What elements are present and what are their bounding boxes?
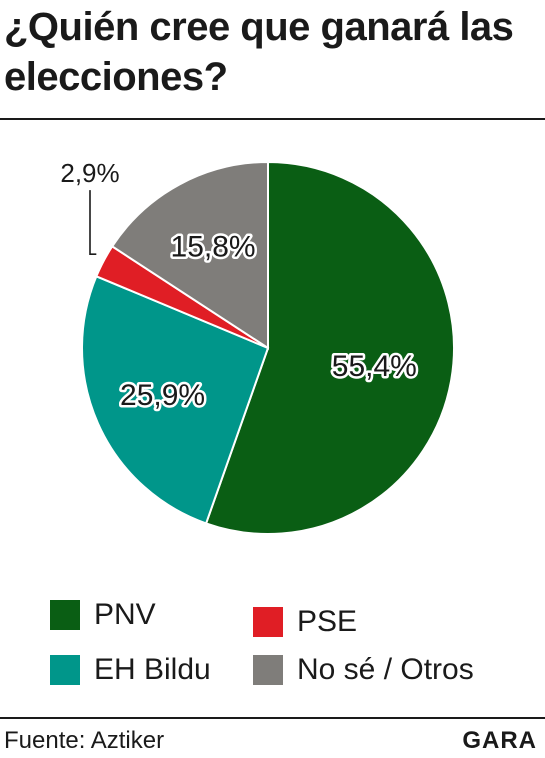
brand-logo-text: GARA <box>462 727 537 754</box>
data-label-no-se-otros: 15,8% <box>171 231 256 264</box>
source-note: Fuente: Aztiker <box>4 727 165 754</box>
legend-label-eh-bildu: EH Bildu <box>94 653 211 686</box>
data-label-eh-bildu: 25,9% <box>120 379 205 412</box>
pie-slice-eh-bildu <box>81 274 270 525</box>
legend-swatch-pse <box>253 607 283 637</box>
leader-line-pse <box>89 190 97 255</box>
legend-label-no-se-otros: No sé / Otros <box>297 653 474 686</box>
pie-slice-no-se-otros <box>110 160 269 350</box>
legend-swatch-pnv <box>50 600 80 630</box>
legend-swatch-eh-bildu <box>50 655 80 685</box>
legend-swatch-no-se-otros <box>253 655 283 685</box>
pie-chart: 55,4% 25,9% 2,9% 15,8% <box>60 158 455 535</box>
title-divider <box>0 118 545 120</box>
legend-item-pnv: PNV <box>50 598 156 632</box>
legend-item-pse: PSE <box>253 605 357 639</box>
data-label-pnv: 55,4% <box>332 350 417 383</box>
chart-title: ¿Quién cree que ganará las elecciones? <box>4 5 514 99</box>
legend-item-no-se-otros: No sé / Otros <box>253 653 474 687</box>
legend-label-pse: PSE <box>297 605 358 638</box>
footer-divider <box>0 717 545 719</box>
data-label-pse: 2,9% <box>60 158 119 188</box>
legend-label-pnv: PNV <box>94 598 156 631</box>
legend-item-eh-bildu: EH Bildu <box>50 653 211 687</box>
